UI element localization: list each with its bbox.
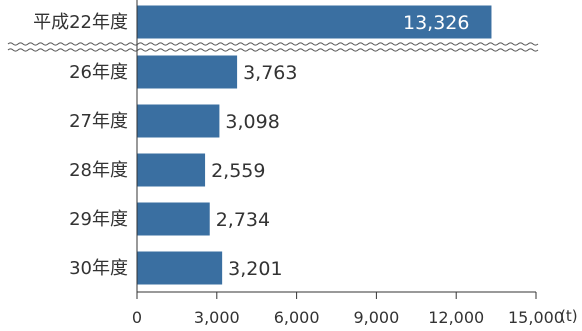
category-label: 26年度 — [69, 62, 128, 83]
category-label: 30年度 — [69, 258, 128, 279]
value-label: 13,326 — [403, 12, 469, 34]
bar — [137, 104, 220, 138]
value-label: 3,763 — [243, 62, 297, 84]
x-tick-label: 6,000 — [274, 308, 320, 327]
category-label: 27年度 — [69, 111, 128, 132]
value-label: 2,559 — [211, 160, 265, 182]
x-tick-label: 15,000 — [508, 308, 564, 327]
bar — [137, 55, 238, 89]
x-axis-unit-label: (t) — [560, 307, 578, 325]
category-label: 29年度 — [69, 209, 128, 230]
x-tick-label: 3,000 — [194, 308, 240, 327]
axes — [136, 0, 536, 293]
x-tick-label: 0 — [132, 308, 142, 327]
value-label: 2,734 — [216, 209, 270, 231]
value-label: 3,098 — [225, 111, 279, 133]
labels-layer: 平成22年度 13,326 26年度 3,763 27年度 3,098 28年度 2,559 2… — [33, 12, 469, 280]
axis-break-line — [7, 48, 539, 52]
axis-break-line — [7, 42, 539, 46]
x-tick-label: 9,000 — [353, 308, 399, 327]
category-label: 28年度 — [69, 160, 128, 181]
bar — [137, 251, 223, 285]
value-label: 3,201 — [228, 258, 282, 280]
bar — [137, 153, 206, 187]
bars-layer — [137, 5, 492, 285]
x-tick-label: 12,000 — [428, 308, 484, 327]
axis-break — [7, 42, 539, 52]
x-axis-ticks: 0 3,000 6,000 9,000 12,000 15,000 — [132, 292, 564, 327]
category-label: 平成22年度 — [33, 12, 128, 33]
bar — [137, 5, 492, 39]
axis-break-gap — [8, 43, 536, 51]
bar — [137, 202, 210, 236]
